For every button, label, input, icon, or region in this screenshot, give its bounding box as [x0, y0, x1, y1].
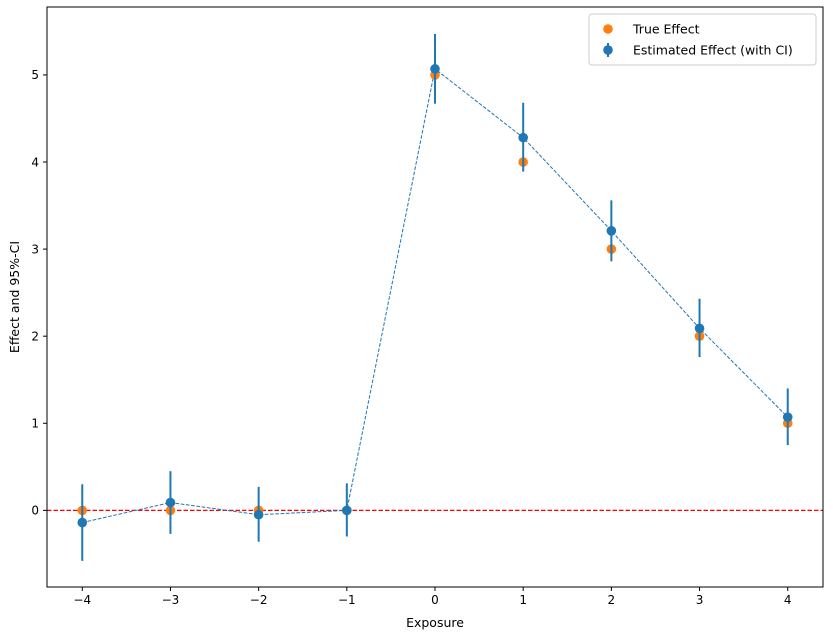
legend-box [588, 13, 817, 66]
errorbar-layer [81, 33, 789, 561]
legend-estimate-label: Estimated Effect (with CI) [633, 43, 793, 58]
estimate-line-layer [82, 67, 789, 524]
x-tick-label: −1 [338, 593, 356, 607]
estimate-point [165, 497, 176, 508]
y-tick-label: 3 [31, 242, 39, 256]
estimate-point-layer [77, 64, 793, 528]
legend: True Effect Estimated Effect (with CI) [588, 13, 817, 66]
y-tick-label: 4 [31, 155, 39, 169]
x-axis: −4 −3 −2 −1 0 1 2 3 4 [73, 587, 792, 607]
x-tick-label: 2 [608, 593, 616, 607]
true-effect-layer [77, 70, 793, 516]
estimate-point [430, 64, 440, 74]
y-tick-label: 5 [31, 68, 39, 82]
y-tick-label: 2 [31, 329, 39, 343]
estimate-point [782, 412, 793, 422]
x-tick-label: 3 [696, 593, 704, 607]
estimate-point [606, 226, 617, 236]
y-tick-label: 1 [31, 417, 39, 431]
legend-estimate-marker [603, 45, 613, 55]
estimate-point [342, 505, 352, 516]
estimate-point [77, 517, 88, 528]
x-tick-label: −4 [73, 593, 91, 607]
y-axis-label: Effect and 95%-CI [7, 241, 22, 353]
estimate-point [518, 132, 528, 143]
estimate-point [253, 509, 264, 520]
legend-true-effect-marker [603, 24, 613, 34]
x-tick-label: 0 [431, 593, 439, 607]
y-tick-label: 0 [31, 504, 39, 518]
x-tick-label: 1 [519, 593, 527, 607]
x-tick-label: −3 [162, 593, 180, 607]
estimate-point [694, 323, 705, 334]
x-tick-label: 4 [784, 593, 792, 607]
x-axis-label: Exposure [406, 615, 464, 630]
estimate-connecting-line [82, 67, 789, 524]
legend-true-effect-label: True Effect [632, 22, 700, 37]
y-axis: 0 1 2 3 4 5 [31, 68, 47, 518]
x-tick-label: −2 [250, 593, 268, 607]
